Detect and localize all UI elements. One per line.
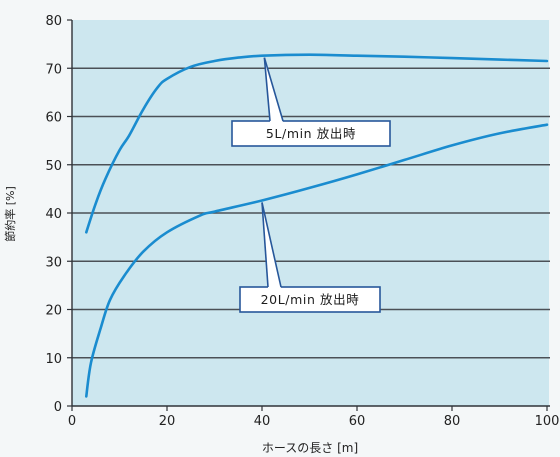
callout-pointer-edge [261, 202, 269, 288]
callout-box [239, 286, 381, 313]
callout-label: 20L/min 放出時 [261, 292, 360, 307]
callout-pointer-edge [263, 57, 271, 122]
x-tick-label: 100 [535, 414, 560, 429]
y-tick-label: 0 [54, 400, 62, 415]
x-tick-label: 80 [444, 414, 461, 429]
callout-pointer-edge [263, 57, 284, 122]
y-tick-label: 60 [45, 111, 62, 126]
callout-20l-min: 20L/min 放出時 [239, 202, 381, 313]
series-line-5l-min [85, 53, 549, 234]
y-tick-label: 10 [45, 352, 62, 367]
series-callouts: 5L/min 放出時 20L/min 放出時 [231, 57, 391, 313]
x-tick-label: 0 [68, 414, 76, 429]
y-tick-label: 70 [45, 62, 62, 77]
axes: 0 10 20 30 40 50 60 70 80 0 20 40 60 80 100 [45, 14, 559, 429]
y-tick-label: 50 [45, 159, 62, 174]
callout-label: 5L/min 放出時 [266, 126, 356, 141]
series-line-20l-min [85, 123, 549, 398]
x-tick-label: 60 [349, 414, 366, 429]
y-tick-label: 20 [45, 304, 62, 319]
y-axis-label: 節約率 [%] [3, 186, 17, 242]
x-tick-label: 40 [254, 414, 271, 429]
y-tick-label: 80 [45, 14, 62, 29]
callout-pointer-edge [261, 202, 282, 288]
series [85, 53, 549, 398]
callout-box [231, 120, 391, 147]
x-tick-label: 20 [159, 414, 176, 429]
y-tick-label: 30 [45, 255, 62, 270]
y-tick-label: 40 [45, 207, 62, 222]
callout-5l-min: 5L/min 放出時 [231, 57, 391, 147]
x-axis-label: ホースの長さ [m] [262, 441, 358, 455]
